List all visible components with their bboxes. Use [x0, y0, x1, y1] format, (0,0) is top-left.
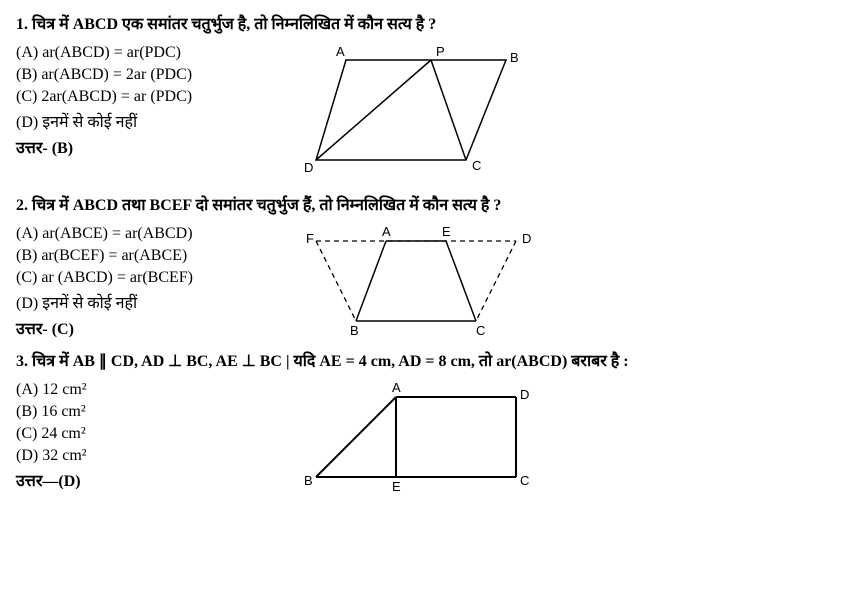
trapezium-diagram: A D B E C	[296, 377, 546, 497]
q2-opt-b: (B) ar(BCEF) = ar(ABCE)	[16, 247, 276, 265]
q1-content: (A) ar(ABCD) = ar(PDC) (B) ar(ABCD) = 2a…	[16, 40, 851, 185]
q3-options: (A) 12 cm² (B) 16 cm² (C) 24 cm² (D) 32 …	[16, 377, 276, 491]
q1-answer: उत्तर- (B)	[16, 136, 276, 158]
label-e: E	[442, 224, 451, 239]
label-d: D	[304, 160, 313, 175]
q3-text: 3. चित्र में AB ∥ CD, AD ⊥ BC, AE ⊥ BC |…	[16, 349, 851, 371]
q1-opt-d: (D) इनमें से कोई नहीं	[16, 110, 276, 132]
label-b: B	[350, 323, 359, 338]
q2-answer: उत्तर- (C)	[16, 317, 276, 339]
q2-opt-c: (C) ar (ABCD) = ar(BCEF)	[16, 269, 276, 287]
label-d: D	[522, 231, 531, 246]
q3-answer: उत्तर—(D)	[16, 469, 276, 491]
question-2: 2. चित्र में ABCD तथा BCEF दो समांतर चतु…	[16, 193, 851, 341]
q2-opt-d: (D) इनमें से कोई नहीं	[16, 291, 276, 313]
q3-opt-d: (D) 32 cm²	[16, 447, 276, 465]
parallelogram-diagram: A B P D C	[296, 40, 536, 185]
q3-opt-a: (A) 12 cm²	[16, 381, 276, 399]
q1-figure: A B P D C	[296, 40, 536, 185]
label-p: P	[436, 44, 445, 59]
q3-opt-b: (B) 16 cm²	[16, 403, 276, 421]
q3-opt-c: (C) 24 cm²	[16, 425, 276, 443]
double-parallelogram-diagram: F A E D B C	[296, 221, 546, 341]
label-b: B	[510, 50, 519, 65]
label-e: E	[392, 479, 401, 494]
q1-opt-b: (B) ar(ABCD) = 2ar (PDC)	[16, 66, 276, 84]
q1-opt-c: (C) 2ar(ABCD) = ar (PDC)	[16, 88, 276, 106]
label-a: A	[382, 224, 391, 239]
label-a: A	[336, 44, 345, 59]
q2-figure: F A E D B C	[296, 221, 546, 341]
q2-options: (A) ar(ABCE) = ar(ABCD) (B) ar(BCEF) = a…	[16, 221, 276, 339]
q2-opt-a: (A) ar(ABCE) = ar(ABCD)	[16, 225, 276, 243]
label-d: D	[520, 387, 529, 402]
label-c: C	[476, 323, 485, 338]
q3-content: (A) 12 cm² (B) 16 cm² (C) 24 cm² (D) 32 …	[16, 377, 851, 497]
q1-text: 1. चित्र में ABCD एक समांतर चतुर्भुज है,…	[16, 12, 851, 34]
label-c: C	[472, 158, 481, 173]
label-c: C	[520, 473, 529, 488]
q1-opt-a: (A) ar(ABCD) = ar(PDC)	[16, 44, 276, 62]
question-1: 1. चित्र में ABCD एक समांतर चतुर्भुज है,…	[16, 12, 851, 185]
label-b: B	[304, 473, 313, 488]
question-3: 3. चित्र में AB ∥ CD, AD ⊥ BC, AE ⊥ BC |…	[16, 349, 851, 497]
q2-text: 2. चित्र में ABCD तथा BCEF दो समांतर चतु…	[16, 193, 851, 215]
q1-options: (A) ar(ABCD) = ar(PDC) (B) ar(ABCD) = 2a…	[16, 40, 276, 158]
label-f: F	[306, 231, 314, 246]
q3-figure: A D B E C	[296, 377, 546, 497]
label-a: A	[392, 380, 401, 395]
q2-content: (A) ar(ABCE) = ar(ABCD) (B) ar(BCEF) = a…	[16, 221, 851, 341]
